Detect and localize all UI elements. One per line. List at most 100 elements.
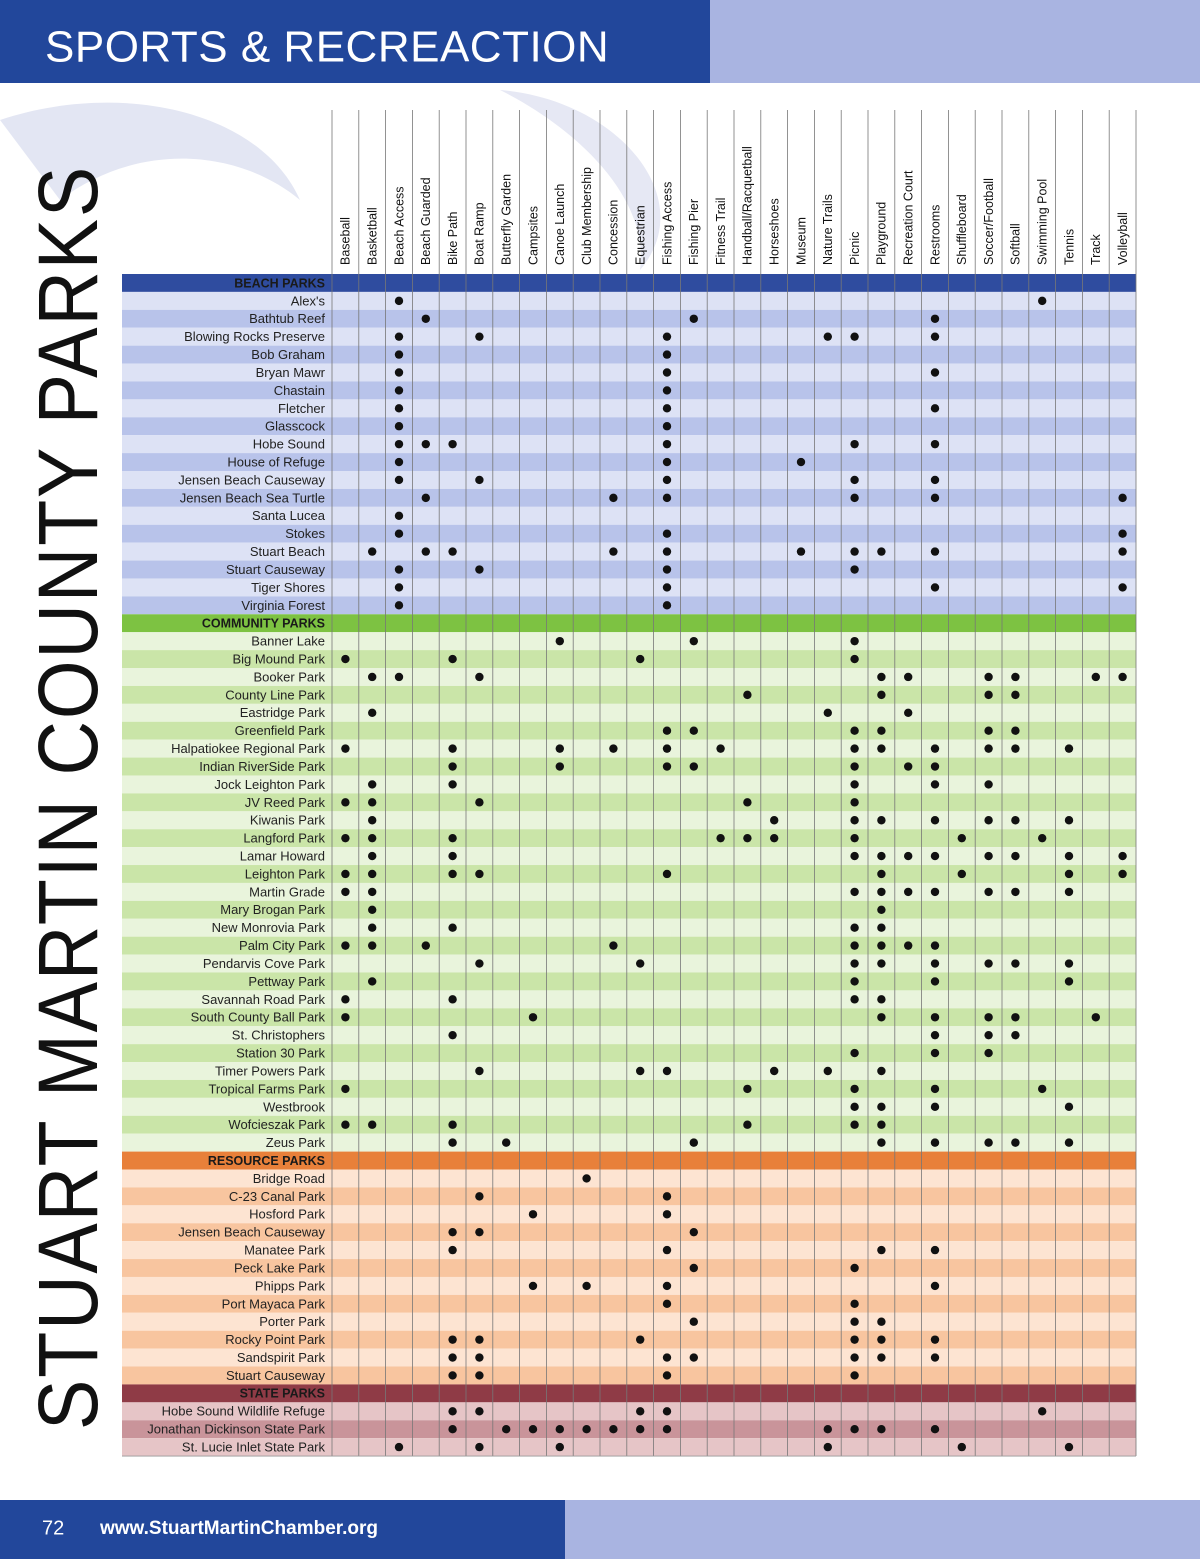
- section-header: [122, 1151, 1136, 1170]
- amenity-dot: [1064, 851, 1074, 861]
- amenity-dot: [475, 1407, 484, 1416]
- park-name: Bridge Road: [253, 1171, 325, 1186]
- park-name: Chastain: [274, 383, 325, 398]
- amenity-dot: [341, 1120, 350, 1129]
- amenity-dot: [662, 762, 672, 771]
- row-band: [122, 399, 1136, 418]
- amenity-dot: [930, 1138, 940, 1147]
- amenity-dot: [850, 636, 859, 646]
- amenity-dot: [475, 1192, 484, 1201]
- amenity-dot: [850, 780, 859, 789]
- amenity-dot: [662, 1353, 672, 1362]
- row-band: [122, 1241, 1136, 1260]
- row-band: [122, 1420, 1136, 1439]
- row-band: [122, 990, 1136, 1009]
- amenity-dot: [662, 368, 672, 377]
- park-name: Stokes: [285, 526, 325, 541]
- amenity-dot: [984, 690, 993, 700]
- amenity-dot: [394, 1442, 404, 1452]
- row-band: [122, 560, 1136, 579]
- amenity-dot: [1011, 887, 1020, 897]
- amenity-dot: [475, 959, 484, 968]
- amenity-dot: [662, 726, 672, 735]
- amenity-dot: [662, 1407, 672, 1416]
- amenity-dot: [689, 314, 698, 323]
- amenity-dot: [662, 1210, 672, 1219]
- amenity-dot: [368, 869, 377, 879]
- column-label: Track: [1089, 233, 1103, 265]
- amenity-dot: [877, 959, 886, 968]
- amenity-dot: [1064, 959, 1074, 968]
- amenity-dot: [662, 350, 672, 359]
- amenity-dot: [984, 851, 993, 861]
- amenity-dot: [850, 887, 859, 897]
- row-band: [122, 506, 1136, 525]
- amenity-dot: [448, 1245, 457, 1255]
- amenity-dot: [689, 1263, 698, 1273]
- amenity-dot: [475, 869, 484, 879]
- amenity-dot: [1064, 1102, 1074, 1112]
- column-label: Picnic: [848, 232, 862, 265]
- park-name: Bob Graham: [251, 347, 325, 362]
- park-name: Port Mayaca Park: [222, 1296, 326, 1311]
- park-name: Manatee Park: [244, 1243, 325, 1258]
- park-name: Martin Grade: [249, 884, 325, 899]
- decoration: [0, 102, 300, 200]
- row-band: [122, 1312, 1136, 1331]
- row-band: [122, 865, 1136, 883]
- amenity-dot: [528, 1013, 538, 1022]
- amenity-dot: [636, 1335, 645, 1344]
- column-label: Tennis: [1062, 229, 1076, 265]
- amenity-dot: [448, 869, 457, 879]
- amenity-dot: [743, 1120, 752, 1129]
- amenity-dot: [475, 1335, 484, 1344]
- amenity-dot: [448, 923, 457, 932]
- amenity-dot: [475, 1227, 484, 1237]
- column-label: Canoe Launch: [553, 184, 567, 265]
- amenity-dot: [368, 708, 377, 717]
- amenity-dot: [475, 1442, 484, 1452]
- amenity-dot: [716, 744, 725, 753]
- amenity-dot: [394, 475, 404, 485]
- amenity-dot: [904, 887, 913, 897]
- amenity-dot: [475, 672, 484, 682]
- amenity-dot: [984, 1138, 993, 1147]
- amenity-dot: [850, 1084, 859, 1094]
- amenity-dot: [850, 995, 859, 1004]
- row-band: [122, 1008, 1136, 1027]
- amenity-dot: [1064, 1442, 1074, 1452]
- amenity-dot: [877, 816, 886, 825]
- amenity-dot: [394, 296, 404, 306]
- column-label: Boat Ramp: [473, 202, 487, 265]
- amenity-dot: [394, 368, 404, 377]
- park-name: County Line Park: [225, 687, 325, 702]
- amenity-dot: [368, 941, 377, 950]
- amenity-dot: [796, 457, 806, 467]
- amenity-dot: [662, 529, 672, 538]
- park-name: Kiwanis Park: [250, 813, 326, 828]
- amenity-dot: [341, 995, 350, 1004]
- amenity-dot: [743, 833, 752, 843]
- amenity-dot: [341, 869, 350, 879]
- amenity-dot: [850, 851, 859, 861]
- amenity-dot: [609, 941, 618, 950]
- amenity-dot: [930, 1048, 940, 1058]
- park-name: Rocky Point Park: [225, 1332, 325, 1347]
- park-name: New Monrovia Park: [212, 920, 326, 935]
- amenity-dot: [743, 1084, 752, 1094]
- amenity-dot: [421, 439, 430, 449]
- park-name: Wofcieszak Park: [228, 1117, 325, 1132]
- amenity-dot: [448, 833, 457, 843]
- amenity-dot: [930, 1084, 940, 1094]
- amenity-dot: [421, 493, 430, 503]
- column-label: Fitness Trail: [714, 198, 728, 265]
- amenity-dot: [850, 439, 859, 449]
- amenity-dot: [930, 1102, 940, 1112]
- park-name: Hobe Sound: [253, 437, 325, 452]
- amenity-dot: [877, 1335, 886, 1344]
- row-band: [122, 1438, 1136, 1457]
- park-name: Hosford Park: [249, 1207, 325, 1222]
- amenity-dot: [850, 1102, 859, 1112]
- row-band: [122, 596, 1136, 615]
- amenity-dot: [475, 332, 484, 341]
